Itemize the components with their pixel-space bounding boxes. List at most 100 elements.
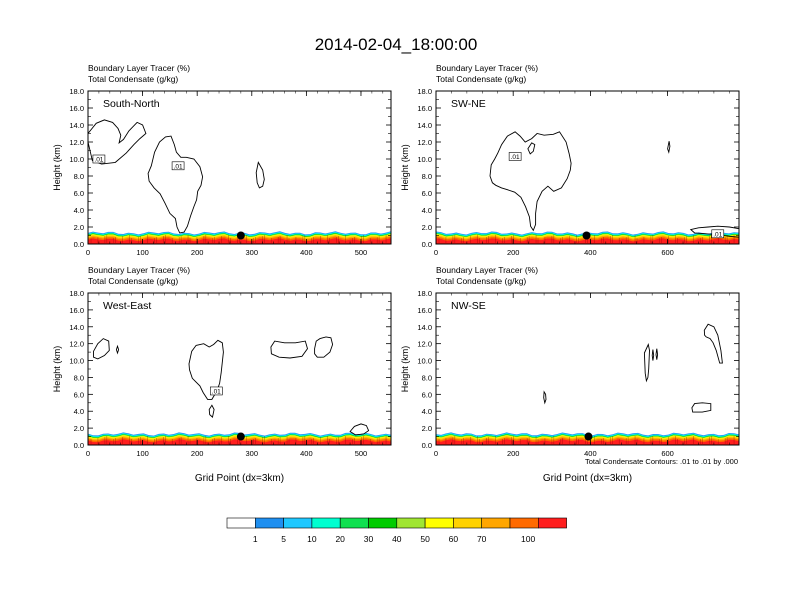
plot-frame [435, 90, 740, 245]
plot-frame [435, 292, 740, 446]
x-tick-label: 600 [661, 449, 674, 458]
y-tick-label: 10.0 [69, 357, 84, 366]
y-tick-label: 10.0 [417, 357, 432, 366]
condensate-contour [543, 390, 547, 405]
x-axis-label: Grid Point (dx=3km) [195, 473, 284, 484]
cross-section-name: NW-SE [451, 300, 486, 312]
condensate-contour [255, 161, 265, 189]
y-tick-label: 16.0 [417, 104, 432, 113]
y-tick-label: 10.0 [417, 155, 432, 164]
y-axis-label: Height (km) [52, 144, 62, 191]
colorbar-swatch [537, 517, 567, 529]
condensate-contours [489, 131, 739, 238]
y-tick-label: 2.0 [422, 223, 432, 232]
y-tick-label: 18.0 [69, 87, 84, 96]
colorbar-swatch [255, 517, 284, 529]
x-tick-label: 400 [584, 449, 597, 458]
x-tick-label: 400 [300, 248, 313, 257]
y-tick-label: 6.0 [422, 390, 432, 399]
x-tick-label: 300 [246, 449, 259, 458]
panel-title-line1: Boundary Layer Tracer (%) [436, 63, 538, 73]
panel-nw-se: Boundary Layer Tracer (%)Total Condensat… [400, 265, 740, 484]
panels: Boundary Layer Tracer (%)Total Condensat… [52, 63, 740, 484]
y-tick-label: 4.0 [422, 407, 432, 416]
condensate-contours [93, 336, 370, 436]
contour-label-box [508, 152, 522, 161]
y-axis-label: Height (km) [400, 346, 410, 393]
panel-title-line2: Total Condensate (g/kg) [436, 74, 526, 84]
condensate-contour [527, 142, 536, 155]
x-tick-label: 400 [300, 449, 313, 458]
y-tick-label: 16.0 [69, 104, 84, 113]
condensate-contour [349, 423, 370, 436]
station-marker [584, 432, 593, 441]
y-tick-label: 0.0 [74, 240, 84, 249]
panel-south-north: Boundary Layer Tracer (%)Total Condensat… [52, 63, 392, 257]
panel-west-east: Boundary Layer Tracer (%)Total Condensat… [52, 265, 392, 484]
panel-title-line2: Total Condensate (g/kg) [436, 276, 526, 286]
colorbar-label: 10 [307, 534, 317, 544]
y-tick-label: 14.0 [417, 323, 432, 332]
condensate-contour [314, 336, 334, 358]
y-tick-label: 12.0 [417, 340, 432, 349]
y-tick-label: 2.0 [74, 424, 84, 433]
plot-frame [87, 292, 392, 446]
condensate-contour [147, 135, 204, 234]
condensate-contour [655, 348, 659, 360]
station-marker [236, 231, 245, 240]
condensate-contour [689, 225, 739, 238]
x-tick-label: 300 [246, 248, 259, 257]
contour-label-box [171, 161, 185, 171]
condensate-contour [691, 402, 712, 413]
colorbar-swatch [509, 517, 539, 529]
panel-sw-ne: Boundary Layer Tracer (%)Total Condensat… [400, 63, 740, 257]
station-marker [236, 432, 245, 441]
colorbar-swatch [453, 517, 482, 529]
colorbar-label: 30 [364, 534, 374, 544]
y-tick-label: 14.0 [69, 323, 84, 332]
contour-footnote: Total Condensate Contours: .01 to .01 by… [585, 457, 738, 466]
colorbar-swatch [481, 517, 511, 529]
cross-section-name: West-East [103, 300, 151, 312]
colorbar-label: 100 [521, 534, 535, 544]
condensate-contour [188, 339, 224, 400]
colorbar-swatch [311, 517, 341, 529]
station-marker [582, 231, 591, 240]
condensate-contour [115, 344, 120, 355]
x-tick-label: 100 [136, 449, 149, 458]
panel-title-line2: Total Condensate (g/kg) [88, 276, 178, 286]
colorbar-label: 50 [420, 534, 430, 544]
y-tick-label: 6.0 [422, 189, 432, 198]
condensate-contour [208, 404, 215, 418]
y-tick-label: 6.0 [74, 390, 84, 399]
x-tick-label: 200 [507, 449, 520, 458]
x-tick-label: 400 [584, 248, 597, 257]
condensate-contour [643, 343, 650, 383]
x-tick-label: 0 [434, 248, 438, 257]
condensate-contour [489, 131, 572, 232]
colorbar-swatch [368, 517, 398, 529]
colorbar-swatch [283, 517, 313, 529]
plot-frame [87, 90, 392, 245]
panel-title-line1: Boundary Layer Tracer (%) [436, 265, 538, 275]
y-tick-label: 16.0 [417, 306, 432, 315]
colorbar-label: 5 [281, 534, 286, 544]
contour-label: .01 [511, 154, 520, 161]
cross-section-name: South-North [103, 98, 160, 110]
panel-title-line2: Total Condensate (g/kg) [88, 74, 178, 84]
y-axis-label: Height (km) [400, 144, 410, 191]
contour-label-box [209, 386, 223, 396]
contour-label-box [711, 229, 725, 239]
contour-label: .01 [212, 388, 221, 395]
y-tick-label: 12.0 [69, 138, 84, 147]
x-tick-label: 500 [355, 449, 368, 458]
condensate-contour [667, 141, 671, 154]
colorbar-swatch [396, 517, 426, 529]
x-tick-label: 500 [355, 248, 368, 257]
condensate-contours [88, 119, 265, 234]
condensate-contour [270, 340, 308, 359]
y-tick-label: 18.0 [417, 289, 432, 298]
y-tick-label: 2.0 [422, 424, 432, 433]
condensate-contours [543, 323, 723, 413]
